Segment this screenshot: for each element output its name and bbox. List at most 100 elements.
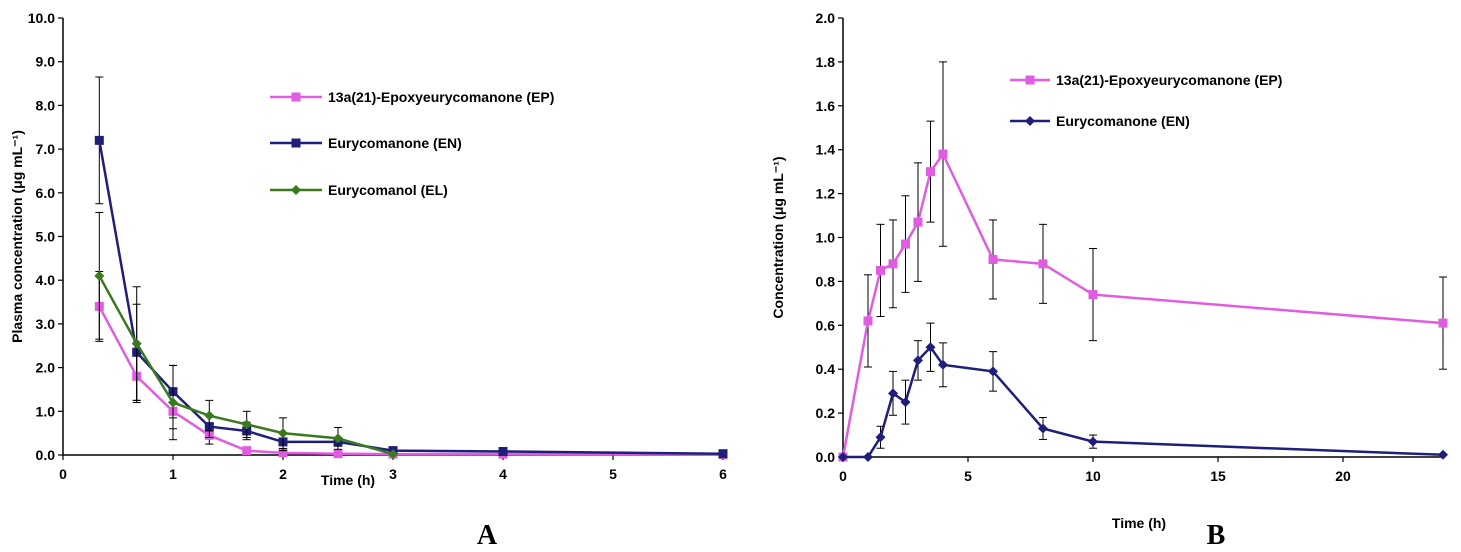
legend-entry: 13a(21)-Epoxyeurycomanone (EP) — [1010, 72, 1282, 88]
data-point — [875, 432, 886, 443]
data-point — [888, 388, 898, 399]
y-tick-label: 10.0 — [28, 10, 55, 26]
data-point — [94, 270, 105, 281]
y-axis-label: Plasma concentration (μg mL⁻¹) — [9, 130, 25, 343]
legend-marker — [1025, 75, 1035, 85]
data-point — [863, 316, 873, 326]
data-point — [913, 217, 923, 227]
data-point — [901, 239, 910, 249]
x-axis-label: Time (h) — [321, 472, 375, 488]
panel-label: B — [1207, 520, 1226, 551]
y-tick-label: 1.6 — [816, 98, 836, 114]
data-point — [241, 419, 252, 430]
data-point — [900, 397, 911, 408]
legend-marker — [1025, 116, 1035, 126]
x-tick-label: 5 — [609, 466, 617, 482]
series-2 — [838, 322, 1448, 462]
x-tick-label: 0 — [59, 466, 67, 482]
chart-panel-b: 0.0 0.2 0.4 0.6 0.8 1.0 1.2 1.4 1.6 1.8 2.0 0 5 10 15 2… — [770, 10, 1448, 551]
data-point — [1438, 449, 1448, 460]
chart-panel-a: 0.0 1.0 2.0 3.0 4.0 5.0 6.0 7.0 8.0 9.0 10.0 0 1 2 3 4 5… — [9, 10, 728, 551]
data-point — [1088, 290, 1098, 300]
series-line — [98, 275, 394, 456]
series-line — [841, 151, 1444, 458]
data-point — [131, 338, 142, 349]
legend-entry: Eurycomanol (EL) — [270, 182, 448, 198]
y-tick-label: 0.8 — [816, 273, 836, 289]
legend-entry: 13a(21)-Epoxyeurycomanone (EP) — [270, 89, 554, 105]
data-point — [913, 355, 923, 366]
series-1 — [838, 61, 1448, 462]
data-point — [1088, 436, 1098, 447]
y-tick-label: 1.2 — [816, 186, 836, 202]
series-line — [98, 305, 724, 456]
y-tick-label: 3.0 — [36, 316, 56, 332]
legend-entry: Eurycomanone (EN) — [1010, 113, 1190, 129]
legend-label: Eurycomanol (EL) — [328, 182, 448, 198]
data-point — [168, 397, 178, 408]
y-tick-label: 0.0 — [36, 447, 56, 463]
legend-entry: Eurycomanone (EN) — [270, 135, 462, 151]
legend-label: Eurycomanone (EN) — [328, 135, 462, 151]
panel-label: A — [477, 520, 498, 551]
y-tick-label: 0.0 — [816, 449, 836, 465]
y-tick-label: 1.8 — [816, 54, 836, 70]
data-point — [938, 359, 948, 370]
y-tick-label: 0.2 — [816, 405, 836, 421]
y-tick-label: 0.4 — [816, 361, 836, 377]
data-point — [1438, 318, 1448, 328]
series-1 — [94, 270, 728, 460]
y-tick-label: 6.0 — [36, 185, 56, 201]
data-point — [863, 452, 873, 462]
legend-marker — [291, 138, 301, 148]
data-point — [988, 366, 998, 377]
series-line — [843, 345, 1444, 459]
y-tick-label: 1.0 — [36, 403, 56, 419]
x-tick-label: 3 — [389, 466, 397, 482]
data-point — [926, 167, 935, 177]
y-tick-label: 4.0 — [36, 272, 56, 288]
data-point — [333, 449, 343, 459]
legend-marker — [291, 185, 301, 195]
data-point — [925, 342, 936, 353]
data-point — [876, 265, 885, 275]
x-tick-label: 10 — [1085, 468, 1101, 484]
data-point — [94, 135, 104, 145]
y-axis-label: Concentration (μg mL⁻¹) — [770, 156, 786, 318]
x-tick-label: 6 — [719, 466, 727, 482]
data-point — [242, 446, 252, 456]
legend-label: Eurycomanone (EN) — [1056, 113, 1190, 129]
x-tick-label: 5 — [964, 468, 972, 484]
y-tick-label: 1.4 — [816, 142, 836, 158]
data-point — [938, 149, 948, 159]
series-3 — [94, 211, 398, 460]
x-tick-label: 20 — [1335, 468, 1351, 484]
x-tick-label: 2 — [279, 466, 287, 482]
data-point — [278, 428, 288, 439]
y-tick-label: 2.0 — [36, 360, 56, 376]
y-tick-label: 1.0 — [816, 230, 836, 246]
x-tick-label: 0 — [839, 468, 847, 484]
data-point — [278, 448, 288, 458]
data-point — [333, 433, 343, 444]
y-tick-label: 2.0 — [816, 10, 836, 26]
x-tick-label: 15 — [1210, 468, 1226, 484]
x-axis-label: Time (h) — [1112, 515, 1166, 531]
x-tick-label: 1 — [169, 466, 177, 482]
y-tick-label: 9.0 — [36, 54, 56, 70]
data-point — [1038, 259, 1048, 269]
data-point — [388, 449, 398, 460]
data-point — [838, 452, 848, 462]
y-tick-label: 8.0 — [36, 97, 56, 113]
data-point — [988, 254, 998, 264]
x-tick-label: 4 — [499, 466, 507, 482]
data-point — [1038, 423, 1048, 434]
legend-label: 13a(21)-Epoxyeurycomanone (EP) — [328, 89, 554, 105]
data-point — [718, 449, 728, 459]
y-tick-label: 5.0 — [36, 229, 56, 245]
y-tick-label: 7.0 — [36, 141, 56, 157]
legend-marker — [291, 92, 301, 102]
data-point — [204, 410, 215, 421]
legend-label: 13a(21)-Epoxyeurycomanone (EP) — [1056, 72, 1282, 88]
